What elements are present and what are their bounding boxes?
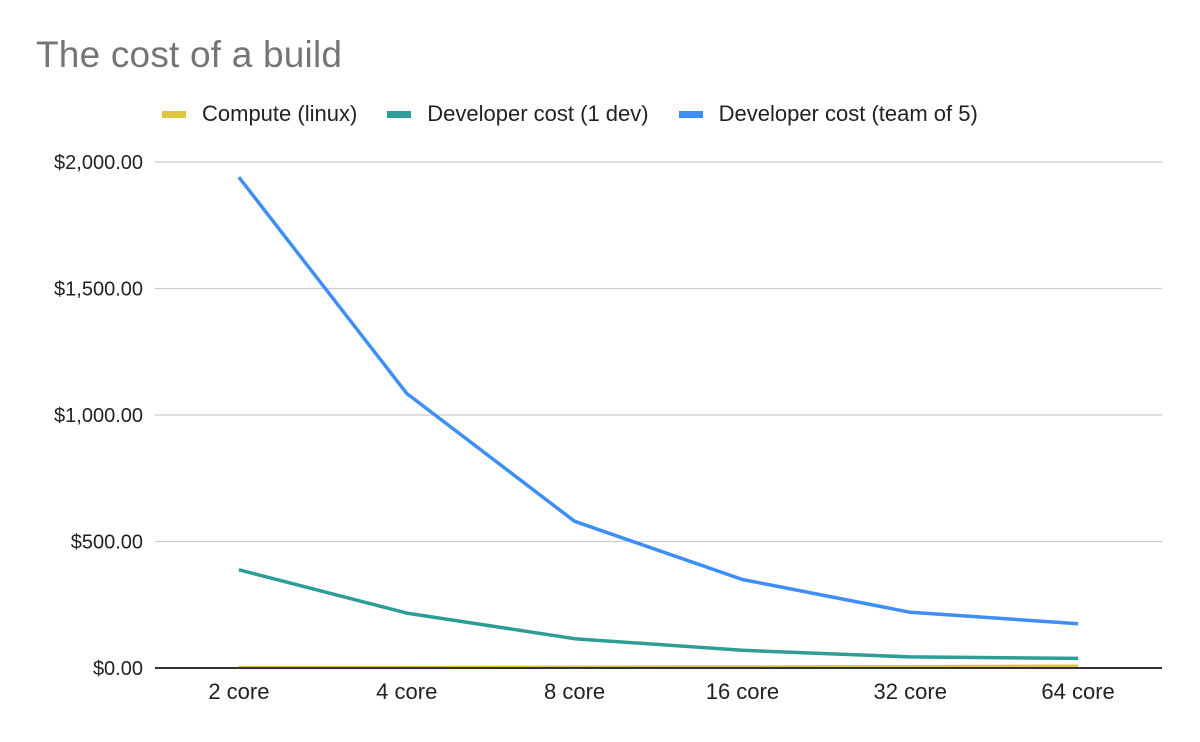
legend-label-developer-1: Developer cost (1 dev) <box>427 101 649 126</box>
x-tick-label: 64 core <box>1041 679 1114 704</box>
legend-label-compute: Compute (linux) <box>202 101 358 126</box>
x-tick-label: 2 core <box>208 679 269 704</box>
x-axis-ticks: 2 core 4 core 8 core 16 core 32 core 64 core <box>208 679 1114 704</box>
legend-item-developer-1: Developer cost (1 dev) <box>387 101 649 127</box>
y-tick-label: $0.00 <box>93 658 143 680</box>
legend-label-developer-team: Developer cost (team of 5) <box>718 101 978 126</box>
legend-swatch-compute <box>162 110 186 118</box>
legend-item-developer-team: Developer cost (team of 5) <box>678 101 978 127</box>
y-tick-label: $1,000.00 <box>54 405 143 427</box>
legend-swatch-developer-team <box>678 110 703 118</box>
y-tick-label: $2,000.00 <box>54 152 143 174</box>
legend-item-compute: Compute (linux) <box>162 101 357 127</box>
series-line-2 <box>237 176 1079 626</box>
series-lines <box>237 176 1079 670</box>
chart-legend: Compute (linux) Developer cost (1 dev) D… <box>162 99 1008 129</box>
x-tick-label: 32 core <box>874 679 947 704</box>
x-tick-label: 16 core <box>706 679 779 704</box>
y-tick-label: $500.00 <box>71 532 143 554</box>
series-line-1 <box>238 568 1079 661</box>
legend-swatch-developer-1 <box>387 110 412 118</box>
chart-title: The cost of a build <box>36 34 343 75</box>
y-axis-ticks: $0.00 $500.00 $1,000.00 $1,500.00 $2,000.00 <box>54 152 143 680</box>
x-tick-label: 4 core <box>376 679 437 704</box>
y-tick-label: $1,500.00 <box>54 279 143 301</box>
gridlines <box>155 161 1162 543</box>
x-tick-label: 8 core <box>544 679 605 704</box>
